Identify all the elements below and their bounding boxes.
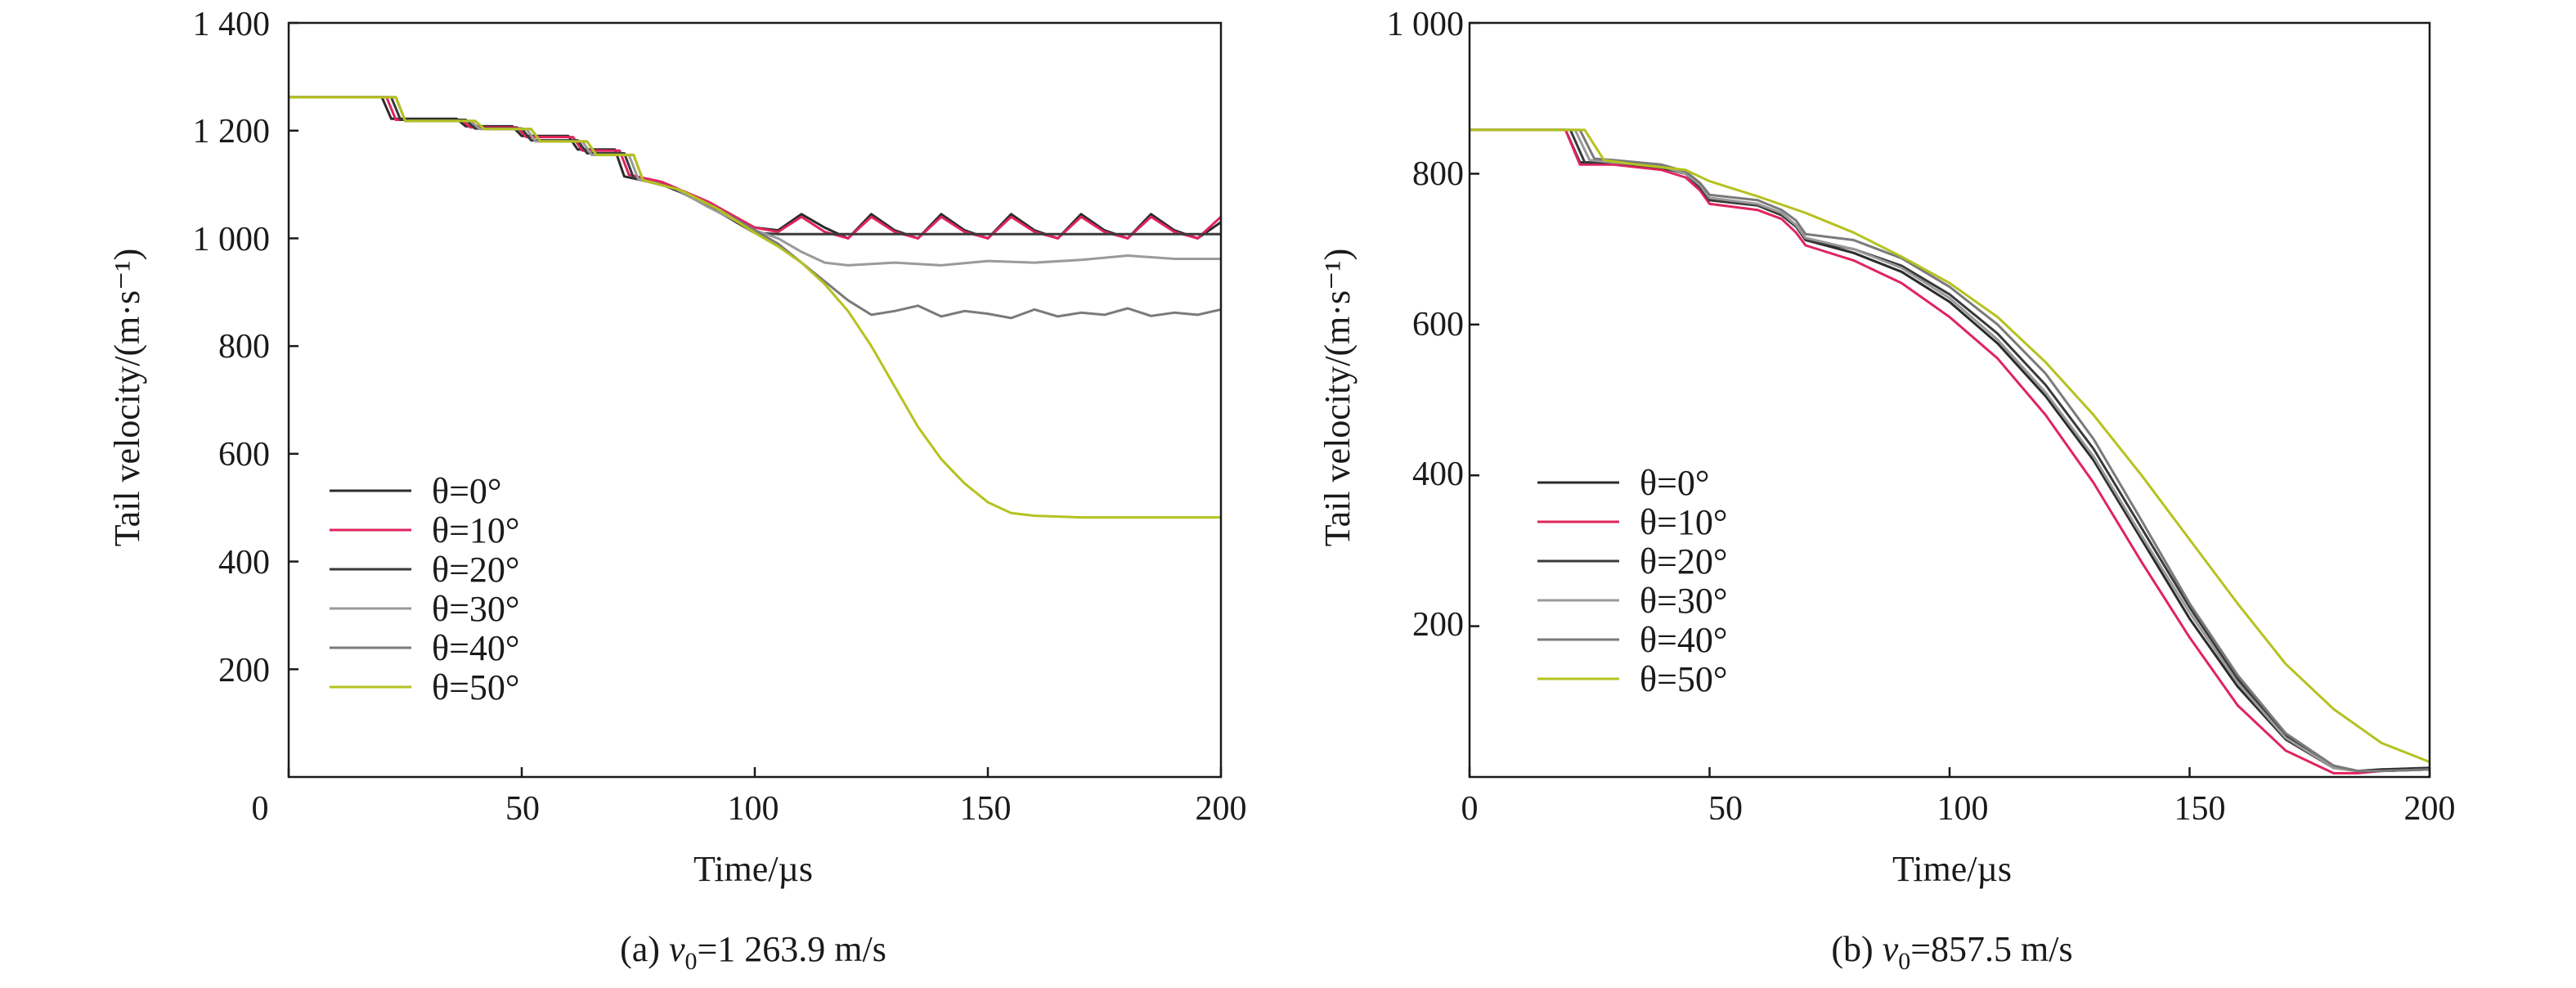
series-lines bbox=[1470, 128, 2430, 775]
caption-variable: v bbox=[1883, 929, 1899, 969]
panel-b: 0 50 100 150 200 200 400 600 800 1 000 T… bbox=[1317, 6, 2456, 975]
axis-ticks bbox=[1468, 21, 2431, 777]
y-axis-title: Tail velocity/(m·s⁻¹) bbox=[107, 249, 147, 546]
x-tick-label: 50 bbox=[1708, 790, 1743, 828]
legend-label: θ=30° bbox=[1640, 581, 1728, 621]
legend-label: θ=10° bbox=[1640, 502, 1728, 542]
legend-label: θ=40° bbox=[432, 628, 520, 668]
x-tick-label: 200 bbox=[2404, 790, 2456, 828]
caption-variable: v bbox=[669, 929, 685, 969]
caption-suffix: =857.5 m/s bbox=[1910, 929, 2072, 969]
y-tick-label: 1 000 bbox=[193, 221, 271, 258]
x-axis-title: Time/µs bbox=[693, 849, 813, 889]
series-line bbox=[289, 96, 1221, 267]
plot-area-frame bbox=[287, 21, 1223, 779]
panel-caption: (b) v0=857.5 m/s bbox=[1831, 929, 2072, 975]
y-tick-label: 800 bbox=[218, 328, 270, 366]
y-tick-label: 1 400 bbox=[193, 6, 271, 43]
series-line bbox=[1470, 128, 2430, 773]
axis-ticks bbox=[287, 21, 1223, 777]
legend-label: θ=20° bbox=[432, 550, 520, 590]
legend: θ=0°θ=10°θ=20°θ=30°θ=40°θ=50° bbox=[1537, 463, 1728, 699]
series-line bbox=[289, 96, 1222, 320]
x-tick-label: 200 bbox=[1196, 790, 1247, 828]
x-tick-label: 100 bbox=[728, 790, 779, 828]
panel-a: 0 50 100 150 200 200 400 600 800 1 000 1… bbox=[107, 6, 1247, 975]
x-tick-label: 150 bbox=[2174, 790, 2226, 828]
x-tick-label: 150 bbox=[960, 790, 1012, 828]
legend-label: θ=20° bbox=[1640, 541, 1728, 582]
x-tick-label: 50 bbox=[505, 790, 540, 828]
x-tick-label: 0 bbox=[1461, 790, 1479, 828]
series-line bbox=[1470, 128, 2430, 763]
y-tick-label: 1 000 bbox=[1387, 6, 1465, 43]
x-axis-title: Time/µs bbox=[1892, 849, 2012, 889]
panel-caption: (a) v0=1 263.9 m/s bbox=[620, 929, 886, 975]
legend-label: θ=50° bbox=[432, 667, 520, 707]
series-line bbox=[1470, 128, 2430, 773]
x-tick-label: 100 bbox=[1937, 790, 1989, 828]
y-tick-label: 600 bbox=[218, 436, 270, 474]
caption-prefix: (b) bbox=[1831, 929, 1882, 969]
series-line bbox=[1470, 128, 2430, 775]
series-lines bbox=[289, 96, 1223, 519]
y-tick-label: 400 bbox=[218, 544, 270, 582]
y-tick-label: 200 bbox=[1412, 606, 1464, 644]
legend-label: θ=50° bbox=[1640, 659, 1728, 699]
y-tick-label: 1 200 bbox=[193, 113, 271, 150]
y-tick-label: 800 bbox=[1412, 155, 1464, 193]
legend-label: θ=10° bbox=[432, 510, 520, 550]
legend-label: θ=40° bbox=[1640, 620, 1728, 660]
caption-suffix: =1 263.9 m/s bbox=[697, 929, 886, 969]
legend-label: θ=30° bbox=[432, 589, 520, 629]
y-tick-label: 400 bbox=[1412, 456, 1464, 493]
legend-label: θ=0° bbox=[1640, 463, 1710, 503]
y-tick-label: 200 bbox=[218, 652, 270, 689]
legend: θ=0°θ=10°θ=20°θ=30°θ=40°θ=50° bbox=[330, 471, 520, 707]
caption-prefix: (a) bbox=[620, 929, 669, 969]
series-line bbox=[289, 96, 1221, 519]
caption-subscript: 0 bbox=[1898, 948, 1910, 975]
series-line bbox=[1470, 128, 2430, 773]
caption-subscript: 0 bbox=[684, 948, 697, 975]
legend-label: θ=0° bbox=[432, 471, 502, 511]
series-line bbox=[1470, 128, 2430, 773]
y-tick-label: 600 bbox=[1412, 306, 1464, 344]
x-tick-label: 0 bbox=[252, 790, 269, 828]
y-axis-title: Tail velocity/(m·s⁻¹) bbox=[1317, 249, 1358, 546]
